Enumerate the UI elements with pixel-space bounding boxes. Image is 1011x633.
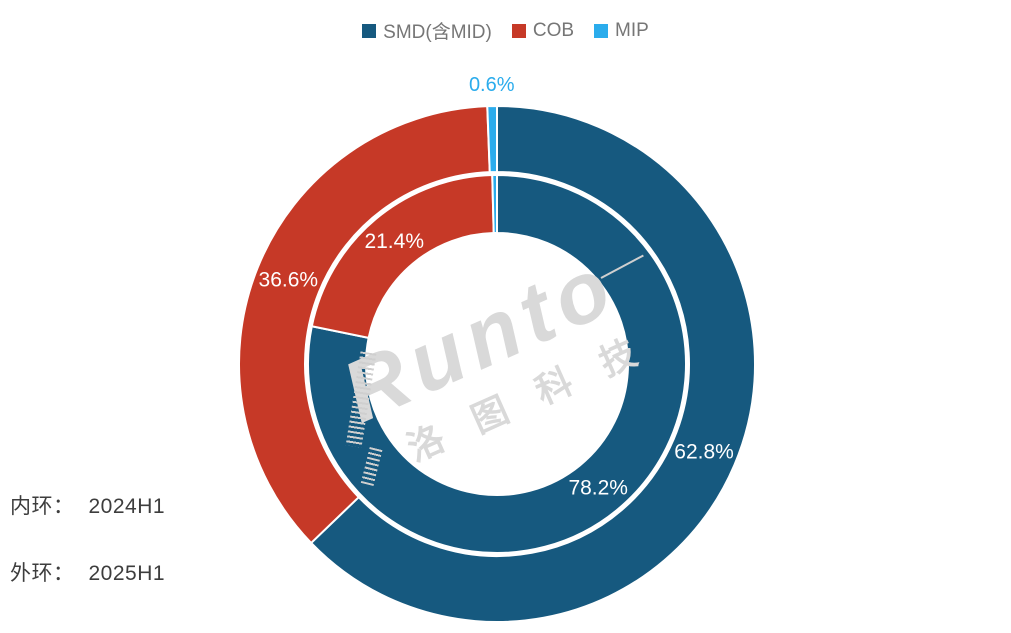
legend-swatch-mip-icon: [594, 23, 609, 38]
legend-label-mip: MIP: [615, 19, 649, 41]
outer-ring-key-label: 外环：: [10, 562, 75, 585]
inner-ring-key: 内环： 2024H1: [10, 490, 165, 520]
legend: SMD(含MID) COB MIP: [0, 17, 1011, 44]
slice-inner-0: [307, 174, 687, 554]
legend-item-smd: SMD(含MID): [362, 17, 492, 44]
slice-label-inner-0: 78.2%: [568, 476, 628, 499]
inner-ring-key-label: 内环：: [10, 495, 75, 518]
slice-label-outer-2: 0.6%: [469, 74, 515, 96]
legend-item-mip: MIP: [594, 20, 649, 42]
slice-outer-2: [486, 104, 498, 174]
slice-inner-2: [491, 174, 498, 235]
slice-label-inner-1: 21.4%: [364, 230, 424, 253]
slice-label-outer-1: 36.6%: [259, 268, 319, 291]
legend-swatch-cob-icon: [511, 23, 526, 38]
slice-outer-1: [237, 105, 491, 544]
legend-item-cob: COB: [511, 19, 575, 42]
legend-label-cob: COB: [532, 19, 575, 41]
outer-ring-key: 外环： 2025H1: [10, 557, 165, 587]
legend-swatch-smd-icon: [362, 23, 377, 38]
inner-ring-key-value: 2024H1: [88, 495, 166, 518]
slice-outer-0: [310, 105, 756, 623]
legend-label-smd: SMD(含MID): [383, 22, 492, 43]
slice-label-outer-0: 62.8%: [674, 441, 734, 464]
outer-ring-key-value: 2025H1: [88, 562, 166, 585]
